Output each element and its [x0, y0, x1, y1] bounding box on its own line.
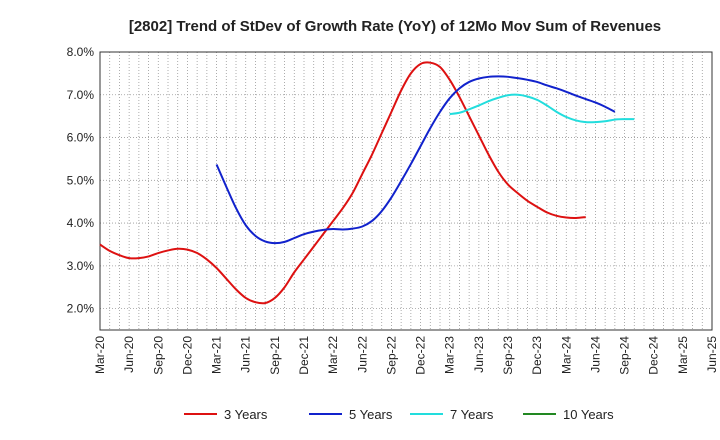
y-tick-label: 4.0% — [67, 216, 95, 230]
y-tick-label: 5.0% — [67, 173, 95, 187]
x-tick-label: Jun-22 — [355, 336, 369, 373]
y-tick-label: 6.0% — [67, 131, 95, 145]
y-axis-ticks: 2.0% 3.0% 4.0% 5.0% 6.0% 7.0% 8.0% — [67, 45, 95, 316]
x-tick-label: Mar-22 — [326, 336, 340, 374]
series-line-3-years — [99, 61, 586, 305]
legend-label: 10 Years — [563, 407, 614, 422]
legend-item: 10 Years — [523, 407, 614, 422]
y-tick-label: 3.0% — [67, 259, 95, 273]
x-tick-label: Mar-24 — [559, 336, 573, 374]
x-tick-label: Sep-20 — [151, 336, 165, 375]
series-line-7-years — [449, 93, 635, 124]
plot-border — [99, 51, 713, 331]
x-tick-label: Jun-20 — [122, 336, 136, 373]
legend-label: 7 Years — [450, 407, 494, 422]
x-tick-label: Jun-25 — [705, 336, 719, 373]
x-tick-label: Mar-20 — [93, 336, 107, 374]
y-tick-label: 8.0% — [67, 45, 95, 59]
series-line-5-years — [215, 75, 616, 245]
legend: 3 Years 5 Years 7 Years 10 Years — [184, 407, 614, 422]
x-tick-label: Mar-21 — [210, 336, 224, 374]
x-tick-label: Jun-21 — [239, 336, 253, 373]
x-tick-label: Sep-22 — [384, 336, 398, 375]
x-tick-label: Dec-23 — [530, 336, 544, 375]
legend-label: 5 Years — [349, 407, 393, 422]
y-tick-label: 7.0% — [67, 88, 95, 102]
legend-label: 3 Years — [224, 407, 268, 422]
x-tick-label: Dec-21 — [297, 336, 311, 375]
x-tick-label: Mar-23 — [443, 336, 457, 374]
legend-item: 5 Years — [309, 407, 393, 422]
x-tick-label: Dec-20 — [180, 336, 194, 375]
x-axis-ticks: Mar-20 Jun-20 Sep-20 Dec-20 Mar-21 Jun-21 Sep-… — [93, 336, 719, 375]
x-tick-label: Sep-23 — [501, 336, 515, 375]
chart-title: [2802] Trend of StDev of Growth Rate (Yo… — [129, 18, 661, 35]
legend-item: 7 Years — [410, 407, 494, 422]
y-tick-label: 2.0% — [67, 302, 95, 316]
plot-background — [100, 52, 712, 330]
x-tick-label: Jun-24 — [588, 336, 602, 373]
x-tick-label: Dec-24 — [647, 336, 661, 375]
x-tick-label: Sep-21 — [268, 336, 282, 375]
x-tick-label: Jun-23 — [472, 336, 486, 373]
legend-item: 3 Years — [184, 407, 268, 422]
series-layer — [99, 61, 635, 305]
x-tick-label: Sep-24 — [618, 336, 632, 375]
grid — [100, 51, 712, 330]
x-tick-label: Mar-25 — [676, 336, 690, 374]
x-tick-label: Dec-22 — [414, 336, 428, 375]
